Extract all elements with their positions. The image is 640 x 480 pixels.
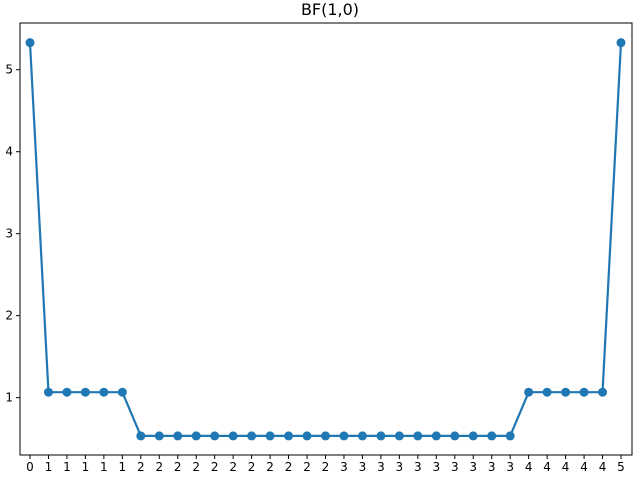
- data-point: [302, 431, 312, 441]
- data-point: [468, 431, 478, 441]
- data-point: [321, 431, 330, 441]
- x-tick-label: 4: [562, 460, 570, 474]
- data-point: [505, 431, 515, 441]
- x-tick-label: 2: [229, 460, 237, 474]
- x-tick-label: 2: [266, 460, 274, 474]
- data-point: [43, 387, 53, 397]
- data-point: [228, 431, 238, 441]
- y-tick-label: 1: [5, 391, 13, 405]
- data-point: [450, 431, 460, 441]
- x-tick-label: 3: [506, 460, 514, 474]
- x-tick-label: 2: [211, 460, 219, 474]
- x-tick-label: 2: [322, 460, 330, 474]
- x-tick-label: 3: [396, 460, 404, 474]
- y-tick-label: 5: [5, 63, 13, 77]
- x-tick-label: 2: [248, 460, 256, 474]
- data-point: [25, 38, 35, 48]
- data-point: [80, 387, 90, 397]
- data-point: [487, 431, 497, 441]
- x-tick-label: 2: [174, 460, 182, 474]
- y-tick-label: 3: [5, 227, 13, 241]
- data-point: [284, 431, 294, 441]
- x-tick-label: 1: [119, 460, 127, 474]
- data-point: [265, 431, 275, 441]
- x-tick-label: 4: [525, 460, 533, 474]
- x-tick-label: 2: [192, 460, 200, 474]
- data-point: [376, 431, 386, 441]
- plot-frame: [19, 22, 633, 456]
- data-point: [173, 431, 183, 441]
- data-point: [561, 387, 571, 397]
- x-tick-label: 1: [100, 460, 108, 474]
- data-point: [210, 431, 220, 441]
- data-point: [616, 38, 626, 48]
- data-point: [191, 431, 201, 441]
- data-point: [394, 431, 404, 441]
- data-point: [542, 387, 552, 397]
- data-point: [339, 431, 349, 441]
- data-point: [154, 431, 164, 441]
- data-point: [117, 387, 127, 397]
- data-point: [357, 431, 367, 441]
- data-point: [413, 431, 423, 441]
- x-tick-label: 5: [617, 460, 625, 474]
- x-tick-label: 2: [155, 460, 163, 474]
- x-tick-label: 2: [285, 460, 293, 474]
- data-point: [136, 431, 146, 441]
- x-tick-label: 3: [469, 460, 477, 474]
- x-tick-label: 4: [580, 460, 588, 474]
- x-tick-label: 2: [137, 460, 145, 474]
- x-tick-label: 3: [340, 460, 348, 474]
- x-tick-label: 3: [451, 460, 459, 474]
- x-tick-label: 3: [488, 460, 496, 474]
- x-tick-label: 4: [599, 460, 607, 474]
- x-tick-label: 1: [82, 460, 90, 474]
- data-point: [598, 387, 608, 397]
- data-point: [247, 431, 257, 441]
- data-point: [524, 387, 534, 397]
- x-tick-label: 2: [303, 460, 311, 474]
- x-tick-label: 1: [63, 460, 71, 474]
- x-tick-label: 0: [26, 460, 34, 474]
- y-tick-label: 2: [5, 309, 13, 323]
- x-tick-label: 3: [377, 460, 385, 474]
- x-tick-label: 3: [432, 460, 440, 474]
- data-point: [431, 431, 441, 441]
- data-point: [579, 387, 589, 397]
- x-tick-label: 3: [414, 460, 422, 474]
- y-tick-label: 4: [5, 145, 13, 159]
- data-point: [62, 387, 72, 397]
- x-tick-label: 3: [359, 460, 367, 474]
- x-tick-label: 4: [543, 460, 551, 474]
- x-tick-label: 1: [45, 460, 53, 474]
- data-point: [99, 387, 109, 397]
- chart-title: BF(1,0): [301, 0, 359, 19]
- series-line: [28, 42, 623, 437]
